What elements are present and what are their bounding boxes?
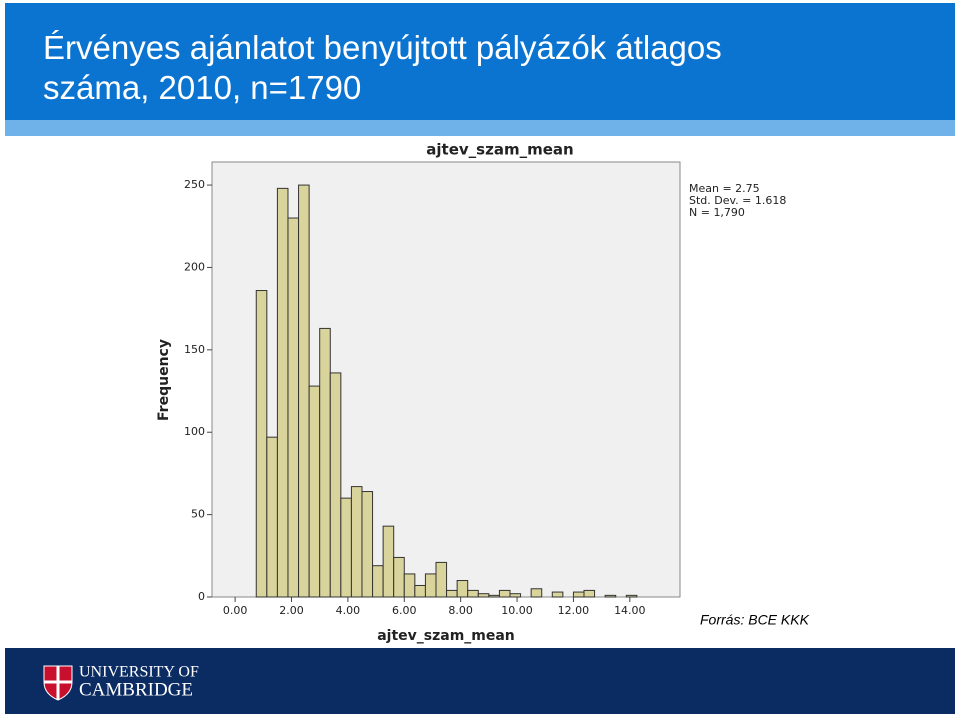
chart-title: ajtev_szam_mean bbox=[426, 141, 573, 159]
bar bbox=[350, 486, 363, 598]
x-tick-label: 2.00 bbox=[279, 604, 304, 617]
bar bbox=[266, 436, 278, 598]
x-tick-label: 8.00 bbox=[448, 604, 473, 617]
bar bbox=[435, 561, 448, 598]
bar bbox=[583, 589, 596, 598]
x-tick-label: 0.00 bbox=[223, 604, 248, 617]
bar bbox=[319, 327, 331, 598]
bar bbox=[382, 525, 395, 598]
stats-text: Std. Dev. = 1.618 bbox=[689, 194, 786, 207]
bar bbox=[276, 187, 289, 598]
x-tick-label: 6.00 bbox=[392, 604, 417, 617]
bar bbox=[551, 591, 564, 598]
x-axis-label: ajtev_szam_mean bbox=[377, 628, 515, 644]
slide-title: Érvényes ajánlatot benyújtott pályázók á… bbox=[43, 29, 722, 106]
bar bbox=[477, 593, 490, 598]
x-tick-label: 14.00 bbox=[614, 604, 646, 617]
bar bbox=[498, 589, 511, 598]
x-tick-label: 10.00 bbox=[501, 604, 533, 617]
y-tick-label: 0 bbox=[198, 590, 205, 603]
logo-shield bbox=[43, 665, 73, 701]
bar bbox=[340, 497, 352, 598]
bar bbox=[393, 556, 405, 598]
x-tick-label: 4.00 bbox=[336, 604, 361, 617]
bar bbox=[604, 594, 617, 598]
bar bbox=[414, 584, 426, 598]
logo-text: UNIVERSITY OF bbox=[79, 664, 199, 681]
bar bbox=[287, 217, 300, 598]
stats-text: Mean = 2.75 bbox=[689, 182, 760, 195]
bar bbox=[424, 573, 437, 598]
bar bbox=[572, 591, 585, 598]
y-axis-label: Frequency bbox=[156, 339, 172, 421]
stats-text: N = 1,790 bbox=[689, 206, 745, 219]
y-tick-label: 250 bbox=[184, 178, 205, 191]
bar bbox=[255, 290, 268, 598]
bar bbox=[446, 589, 458, 598]
bar bbox=[467, 589, 479, 598]
bar bbox=[403, 573, 416, 598]
bar bbox=[361, 491, 374, 598]
y-tick-label: 100 bbox=[184, 425, 205, 438]
footer-bar bbox=[5, 648, 955, 714]
bar bbox=[488, 594, 500, 598]
y-tick-label: 150 bbox=[184, 343, 205, 356]
bar bbox=[456, 580, 469, 598]
y-tick-label: 50 bbox=[191, 508, 205, 521]
bar bbox=[298, 184, 310, 598]
bar bbox=[625, 594, 638, 598]
bar bbox=[509, 593, 522, 598]
logo-text: CAMBRIDGE bbox=[79, 679, 193, 700]
header-bar bbox=[5, 3, 955, 120]
bar bbox=[329, 372, 342, 598]
bar bbox=[530, 588, 543, 598]
header-strip bbox=[5, 120, 955, 136]
source: Forrás: BCE KKK bbox=[700, 612, 810, 628]
y-tick-label: 200 bbox=[184, 260, 205, 273]
bar bbox=[372, 565, 384, 598]
x-tick-label: 12.00 bbox=[558, 604, 590, 617]
bar bbox=[308, 385, 321, 598]
